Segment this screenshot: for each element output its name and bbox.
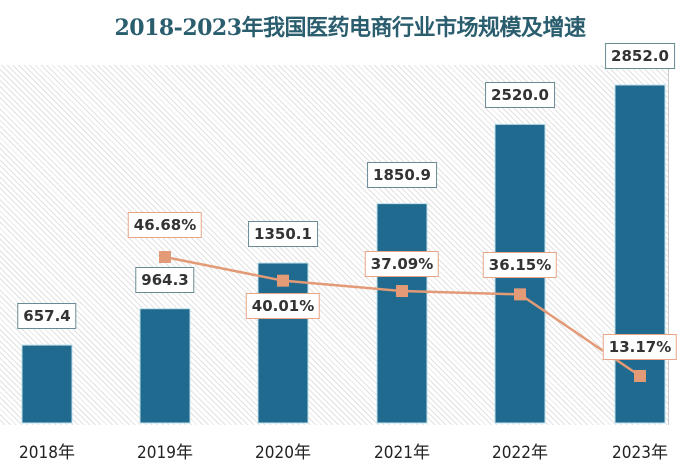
x-tick-label: 2021年 — [374, 443, 430, 463]
bar-label: 1350.1 — [248, 220, 318, 247]
growth-label: 46.68% — [127, 212, 203, 238]
bar-label: 964.3 — [135, 266, 195, 293]
growth-marker — [634, 369, 646, 382]
bar-label: 2520.0 — [485, 82, 555, 109]
x-tick-label: 2019年 — [137, 443, 193, 463]
x-tick-label: 2018年 — [19, 443, 75, 463]
bar-2023年 — [614, 84, 666, 424]
growth-label: 37.09% — [364, 251, 440, 278]
growth-marker — [159, 251, 171, 263]
x-tick-label: 2023年 — [612, 443, 668, 463]
growth-marker — [514, 288, 526, 301]
bar-label: 1850.9 — [367, 161, 437, 188]
growth-marker — [277, 274, 289, 287]
bar-label: 2852.0 — [605, 43, 675, 69]
x-tick-label: 2020年 — [255, 443, 311, 463]
chart-title: 2018-2023年我国医药电商行业市场规模及增速 — [114, 15, 586, 41]
x-tick-label: 2022年 — [492, 443, 548, 463]
bar-2019年 — [139, 308, 191, 424]
growth-label: 40.01% — [245, 292, 321, 319]
bar-2018年 — [21, 344, 73, 424]
bar-2020年 — [257, 262, 309, 424]
bar-label: 657.4 — [17, 303, 77, 330]
bar-2021年 — [376, 203, 428, 424]
growth-marker — [396, 285, 408, 298]
plot-area — [0, 65, 669, 425]
growth-label: 36.15% — [482, 252, 558, 279]
growth-label: 13.17% — [602, 333, 678, 360]
